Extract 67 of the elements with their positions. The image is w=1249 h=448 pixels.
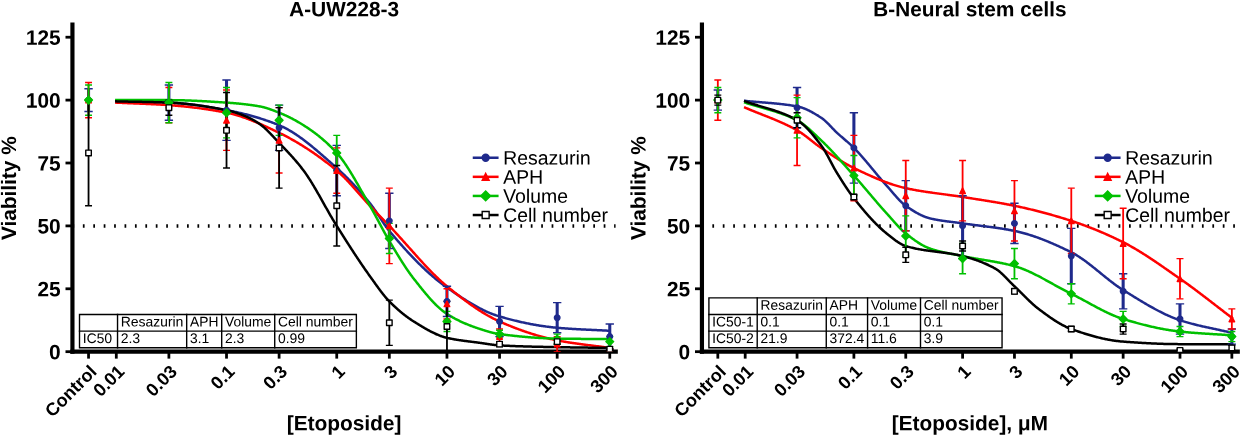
x-tick-label: 1: [956, 364, 972, 380]
legend-label: Cell number: [504, 207, 608, 223]
y-tick-label: 50: [38, 218, 60, 234]
y-tick-label: 125: [656, 30, 690, 45]
annotation: 3.9: [924, 333, 943, 344]
y-tick-label: 100: [27, 93, 60, 108]
annotation: IC50-2: [713, 333, 754, 344]
x-axis-title: [Etoposide], μM: [892, 415, 1047, 435]
chart-title: A-UW228-3: [289, 1, 399, 17]
y-tick-label: 50: [667, 218, 690, 234]
x-tick-label: 30: [485, 364, 509, 387]
annotation: 372.4: [830, 333, 864, 344]
y-axis-title: Viability %: [630, 136, 650, 240]
x-tick-label: 0.1: [836, 364, 863, 391]
y-tick-label: 125: [27, 30, 61, 45]
x-tick-label: 0.3: [262, 364, 289, 391]
x-tick-label: 30: [1109, 364, 1133, 387]
y-tick-label: 100: [656, 93, 690, 108]
annotation: 0.99: [278, 333, 305, 344]
annotation: Volume: [225, 316, 271, 327]
annotation: 0.1: [924, 316, 943, 327]
annotation: 0.1: [830, 316, 849, 327]
annotation: Resazurin: [121, 316, 183, 327]
annotation: Resazurin: [761, 299, 823, 310]
x-tick-label: 0.3: [888, 364, 915, 391]
annotation: 3.1: [190, 333, 209, 344]
y-tick-label: 75: [667, 156, 690, 171]
chart-title: B-Neural stem cells: [874, 1, 1066, 17]
annotation: 2.3: [225, 333, 244, 344]
y-tick-label: 0: [679, 344, 690, 360]
x-tick-label: 3: [382, 364, 399, 380]
y-tick-label: 25: [667, 281, 690, 297]
y-axis-title: Viability %: [0, 136, 21, 240]
y-tick-label: 25: [38, 281, 61, 297]
legend-label: Resazurin: [504, 150, 590, 165]
x-axis-title: [Etoposide]: [287, 415, 401, 435]
annotation: APH: [189, 316, 218, 327]
x-tick-label: 100: [537, 364, 567, 394]
annotation: 21.9: [761, 333, 787, 344]
legend-label: APH: [1125, 170, 1164, 184]
y-tick-label: 0: [49, 344, 60, 360]
x-tick-label: 100: [1159, 364, 1189, 394]
x-tick-label: 10: [433, 364, 456, 387]
annotation: APH: [829, 300, 857, 310]
legend-label: Cell number: [1126, 207, 1230, 223]
annotation: Volume: [870, 299, 917, 310]
annotation: IC50-1: [713, 316, 754, 327]
x-tick-label: 300: [1211, 364, 1241, 394]
legend-label: APH: [503, 170, 542, 184]
y-tick-label: 75: [38, 156, 61, 171]
annotation: 0.1: [760, 316, 780, 327]
x-tick-label: 300: [589, 364, 619, 394]
annotation: Cell number: [278, 316, 353, 327]
x-tick-label: 3: [1007, 364, 1024, 380]
legend-label: Resazurin: [1126, 150, 1212, 165]
x-tick-label: 10: [1058, 364, 1081, 387]
annotation: 2.3: [121, 333, 140, 344]
x-tick-label: 1: [330, 364, 346, 380]
annotation: Cell number: [924, 299, 999, 310]
annotation: 11.6: [871, 333, 897, 344]
x-tick-label: 0.03: [144, 364, 178, 398]
annotation: IC50: [84, 333, 112, 344]
annotation: 0.1: [871, 316, 890, 327]
legend-label: Volume: [1125, 188, 1190, 203]
x-tick-label: 0.03: [773, 364, 806, 398]
x-tick-label: 0.1: [209, 364, 236, 391]
legend-label: Volume: [503, 188, 568, 203]
